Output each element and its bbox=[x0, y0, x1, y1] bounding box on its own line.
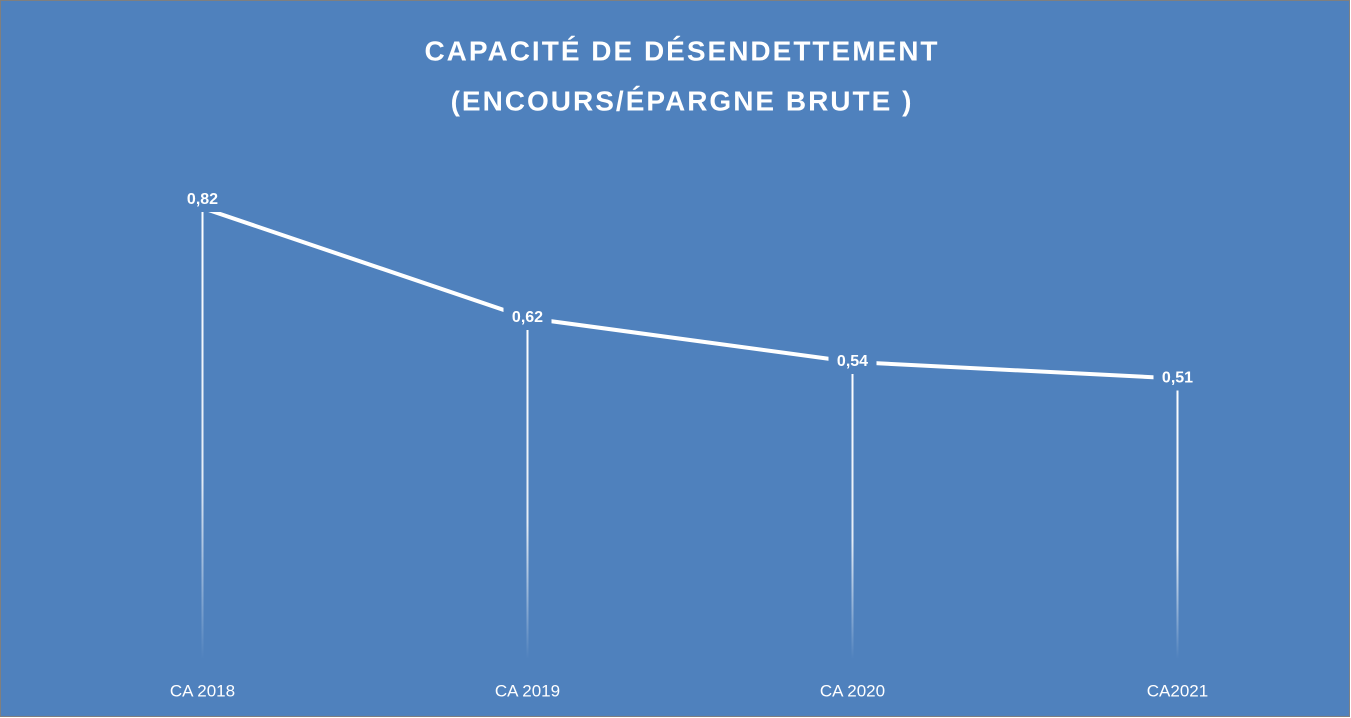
x-tick-label: CA 2020 bbox=[820, 681, 885, 700]
drop-line bbox=[851, 362, 854, 659]
x-tick-label: CA2021 bbox=[1147, 681, 1208, 700]
data-label-bg bbox=[828, 350, 877, 374]
line bbox=[201, 206, 1178, 381]
data-label-bg bbox=[178, 188, 227, 212]
chart-title: (ENCOURS/ÉPARGNE BRUTE ) bbox=[451, 85, 914, 116]
data-label: 0,54 bbox=[837, 353, 868, 370]
data-label-bg bbox=[1153, 366, 1202, 391]
x-tick-label: CA 2018 bbox=[170, 681, 235, 700]
drop-line bbox=[1176, 378, 1179, 659]
data-label-bg bbox=[503, 306, 552, 330]
data-label: 0,62 bbox=[512, 309, 543, 326]
drop-line bbox=[201, 208, 204, 659]
data-label: 0,82 bbox=[187, 191, 218, 208]
chart-title: CAPACITÉ DE DÉSENDETTEMENT bbox=[424, 35, 939, 66]
drop-line bbox=[526, 318, 529, 659]
data-label: 0,51 bbox=[1162, 370, 1193, 387]
x-tick-label: CA 2019 bbox=[495, 681, 560, 700]
